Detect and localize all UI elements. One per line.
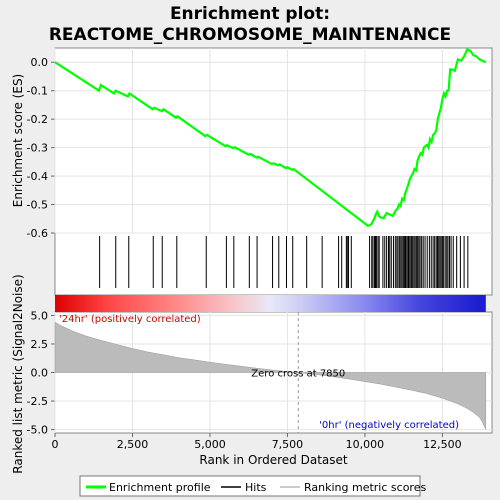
zero-cross-label: Zero cross at 7850: [251, 369, 345, 380]
x-tick-label: 7,500: [272, 438, 304, 451]
metric-tick-label: -2.5: [27, 395, 48, 408]
positive-class-label: '24hr' (positively correlated): [59, 314, 201, 325]
es-tick-label: -0.4: [27, 170, 48, 183]
es-tick-label: -0.6: [27, 227, 48, 240]
metric-axis-label: Ranked list metric (Signal2Noise): [11, 274, 25, 473]
x-axis-label: Rank in Ordered Dataset: [199, 453, 347, 467]
plot-title-line2: REACTOME_CHROMOSOME_MAINTENANCE: [48, 25, 452, 45]
es-tick-label: -0.3: [27, 142, 48, 155]
legend-metric-label: Ranking metric scores: [304, 481, 426, 494]
x-tick-label: 0: [52, 438, 59, 451]
metric-tick-label: 0.0: [31, 367, 49, 380]
legend-hits-label: Hits: [245, 481, 267, 494]
metric-tick-label: 2.5: [31, 338, 49, 351]
ranking-metric-area: [54, 321, 487, 430]
plot-title-line1: Enrichment plot:: [169, 4, 331, 24]
legend-profile-label: Enrichment profile: [109, 481, 211, 494]
es-panel: [54, 47, 493, 234]
x-tick-label: 12,500: [423, 438, 462, 451]
es-tick-label: 0.0: [31, 56, 49, 69]
es-tick-label: -0.2: [27, 113, 48, 126]
metric-tick-label: -5.0: [27, 424, 48, 437]
negative-class-label: '0hr' (negatively correlated): [319, 420, 459, 431]
rank-color-bar: [55, 295, 486, 312]
metric-tick-label: 5.0: [31, 309, 49, 322]
legend-box: [79, 475, 421, 497]
es-tick-label: -0.1: [27, 85, 48, 98]
hits-panel: [54, 232, 493, 296]
es-axis-label: Enrichment score (ES): [11, 74, 25, 207]
enrichment-profile-line: [54, 47, 487, 228]
x-tick-label: 5,000: [194, 438, 226, 451]
x-tick-label: 10,000: [346, 438, 385, 451]
x-tick-label: 2,500: [117, 438, 149, 451]
es-tick-label: -0.5: [27, 199, 48, 212]
